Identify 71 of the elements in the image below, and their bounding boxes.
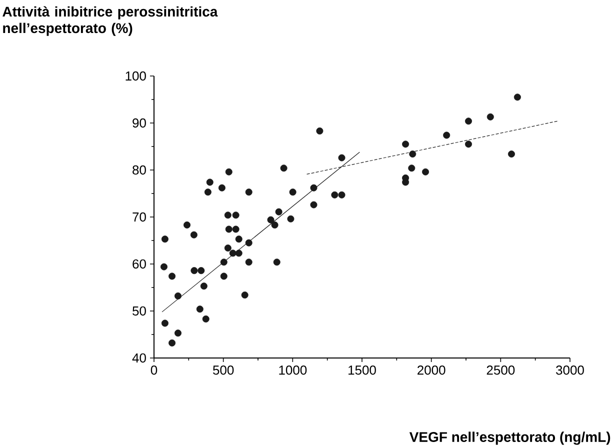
point: [316, 127, 324, 134]
point: [486, 113, 494, 120]
point: [225, 168, 232, 176]
point: [408, 164, 416, 172]
point: [280, 164, 288, 172]
point: [190, 231, 198, 238]
point: [443, 132, 450, 139]
point: [206, 178, 214, 186]
point: [275, 208, 282, 216]
point: [235, 236, 242, 243]
point: [245, 239, 252, 246]
x-tick-label: 2000: [418, 366, 446, 375]
x-tick-label: 3000: [556, 366, 584, 375]
point: [267, 216, 274, 224]
point: [161, 236, 168, 243]
point: [514, 94, 521, 101]
point: [168, 272, 176, 280]
point: [287, 215, 294, 222]
x-tick-label: 1000: [279, 366, 307, 375]
point: [508, 150, 515, 158]
y-tick-label: 80: [132, 165, 146, 175]
point: [245, 188, 252, 196]
y-tick-label: 40: [132, 353, 146, 363]
point: [289, 188, 296, 196]
point: [235, 250, 242, 257]
point: [174, 330, 182, 337]
point: [168, 339, 176, 346]
point: [224, 212, 232, 219]
point: [198, 267, 205, 274]
point: [218, 184, 226, 192]
point: [220, 272, 228, 280]
point: [174, 292, 182, 300]
point: [409, 150, 416, 158]
point: [220, 258, 228, 266]
x-tick-label: 500: [213, 366, 234, 375]
point: [402, 140, 410, 148]
point: [422, 168, 430, 176]
point: [245, 258, 252, 266]
y-tick-label: 60: [132, 259, 146, 269]
point: [196, 306, 204, 313]
x-tick-label: 0: [150, 366, 158, 375]
point: [190, 267, 198, 274]
x-axis-title: VEGF nell’espettorato (ng/mL): [409, 432, 610, 445]
y-tick-label: 100: [126, 71, 146, 81]
point: [229, 250, 236, 257]
point: [224, 244, 232, 252]
point: [241, 292, 248, 299]
point: [184, 221, 191, 228]
point: [310, 201, 318, 208]
point: [200, 282, 208, 290]
point: [464, 140, 472, 148]
y-tick-label: 70: [132, 212, 146, 222]
point: [464, 118, 472, 125]
point: [331, 191, 338, 198]
point: [271, 221, 278, 228]
point: [338, 154, 346, 162]
point: [202, 315, 210, 322]
point: [273, 258, 280, 266]
point: [160, 263, 168, 270]
point: [310, 184, 318, 192]
x-tick-label: 2500: [486, 366, 515, 375]
point: [225, 226, 232, 233]
point: [161, 320, 168, 327]
text: Attività inibitrice perossinitritica nell’espettorato (%): [2, 6, 218, 36]
point: [232, 226, 240, 233]
point: [338, 191, 346, 198]
point: [232, 212, 240, 219]
y-tick-label: 50: [132, 306, 146, 316]
x-tick-label: 1500: [348, 366, 376, 375]
y-tick-label: 90: [132, 118, 146, 128]
point: [204, 188, 212, 196]
